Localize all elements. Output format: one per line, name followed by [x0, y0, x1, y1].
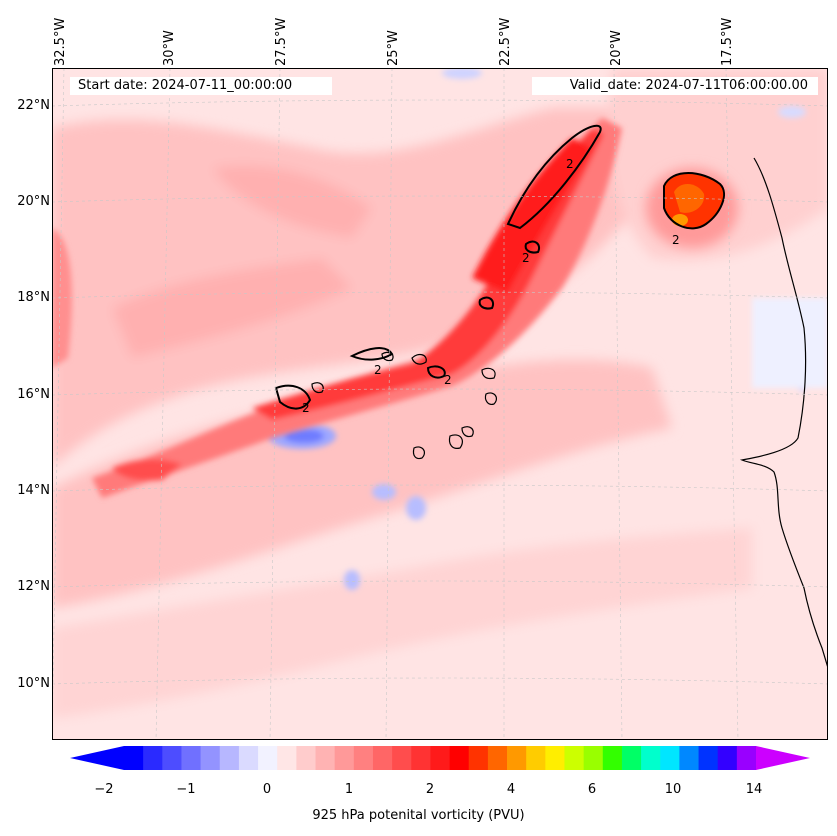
colorbar-label: 925 hPa potenital vorticity (PVU)	[312, 808, 525, 823]
pv-map: 2 2 2 2 2 2	[52, 68, 828, 740]
contour-small-5	[478, 296, 494, 310]
colorbar-cell	[679, 746, 699, 770]
colorbar-tick: 4	[506, 782, 516, 797]
lon-label-22-5w: 22.5°W	[498, 17, 513, 66]
contour-small-2	[274, 384, 312, 410]
island	[484, 392, 498, 405]
lat-label-18n: 18°N	[17, 290, 50, 305]
lon-label-20w: 20°W	[609, 30, 624, 66]
colorbar-cell	[315, 746, 336, 770]
colorbar-tick: 1	[344, 782, 354, 797]
colorbar-cell	[487, 746, 508, 770]
colorbar-extend-high	[756, 746, 810, 770]
contour-small-4	[426, 365, 446, 379]
colorbar-tick: 14	[745, 782, 763, 797]
colorbar-cell	[392, 746, 412, 770]
africa-coastline	[739, 157, 828, 669]
contour-label: 2	[672, 233, 680, 247]
colorbar-tick: 10	[664, 782, 682, 797]
lon-label-27-5w: 27.5°W	[274, 17, 289, 66]
island	[461, 426, 474, 438]
colorbar-tick: 2	[425, 782, 435, 797]
colorbar-cell	[564, 746, 585, 770]
lon-label-25w: 25°W	[386, 30, 401, 66]
colorbar	[70, 746, 810, 770]
valid-date-label: Valid_date: 2024-07-11T06:00:00.00	[532, 77, 818, 95]
lon-label-30w: 30°W	[162, 30, 177, 66]
graticule	[52, 68, 828, 740]
island	[481, 367, 496, 380]
map-panel: 2 2 2 2 2 2	[52, 68, 828, 740]
colorbar-cell	[296, 746, 316, 770]
positive-vorticity-band	[52, 118, 622, 498]
colorbar-cell	[238, 746, 259, 770]
negative-vorticity-areas	[268, 68, 828, 590]
map-frame	[52, 68, 828, 740]
lat-label-10n: 10°N	[17, 676, 50, 691]
colorbar-cell	[430, 746, 450, 770]
colorbar-cell	[258, 746, 278, 770]
start-date-label: Start date: 2024-07-11_00:00:00	[70, 77, 332, 95]
contour-label: 2	[302, 401, 310, 415]
colorbar-cell	[660, 746, 680, 770]
colorbar-cell	[621, 746, 642, 770]
island	[311, 382, 324, 394]
colorbar-tick: 0	[262, 782, 272, 797]
pv-maximum-blob	[646, 168, 738, 248]
island	[412, 446, 426, 460]
contour-label: 2	[566, 157, 574, 171]
lat-label-22n: 22°N	[17, 98, 50, 113]
colorbar-tick: −1	[176, 782, 196, 797]
colorbar-cell	[468, 746, 489, 770]
island	[448, 434, 463, 449]
colorbar-cell	[219, 746, 240, 770]
contour-label: 2	[444, 373, 452, 387]
colorbar-cell	[411, 746, 431, 770]
colorbar-cell	[162, 746, 182, 770]
colorbar-tick: −2	[94, 782, 114, 797]
lat-label-20n: 20°N	[17, 194, 50, 209]
contour-label: 2	[522, 251, 530, 265]
colorbar-cells	[124, 746, 757, 770]
colorbar-cell	[372, 746, 393, 770]
colorbar-cell	[583, 746, 604, 770]
colorbar-cell	[698, 746, 719, 770]
colorbar-cell	[143, 746, 163, 770]
colorbar-cell	[181, 746, 201, 770]
colorbar-cell	[602, 746, 623, 770]
contour-labels: 2 2 2 2 2 2	[302, 157, 680, 415]
colorbar-cell	[736, 746, 757, 770]
lat-label-12n: 12°N	[17, 579, 50, 594]
colorbar-extend-low	[70, 746, 124, 770]
colorbar-cell	[526, 746, 546, 770]
contour-pv-maximum	[663, 172, 725, 230]
island	[411, 353, 427, 365]
colorbar-cell	[717, 746, 738, 770]
colorbar-cell	[353, 746, 374, 770]
colorbar-cell	[200, 746, 221, 770]
colorbar-cell	[124, 746, 144, 770]
contour-label: 2	[374, 363, 382, 377]
colorbar-cell	[507, 746, 527, 770]
contour-small-1	[524, 240, 540, 254]
lon-label-17-5w: 17.5°W	[720, 17, 735, 66]
contour-northeast	[506, 124, 602, 230]
colorbar-cell	[641, 746, 661, 770]
colorbar-cell	[277, 746, 297, 770]
lat-label-16n: 16°N	[17, 387, 50, 402]
colorbar-tick: 6	[587, 782, 597, 797]
pv-2-contours	[274, 124, 725, 410]
colorbar-cell	[449, 746, 470, 770]
colorbar-cell	[334, 746, 355, 770]
coastline	[311, 157, 828, 669]
lon-label-32-5w: 32.5°W	[53, 17, 68, 66]
island	[381, 351, 394, 362]
lat-label-14n: 14°N	[17, 483, 50, 498]
colorbar-cell	[545, 746, 565, 770]
